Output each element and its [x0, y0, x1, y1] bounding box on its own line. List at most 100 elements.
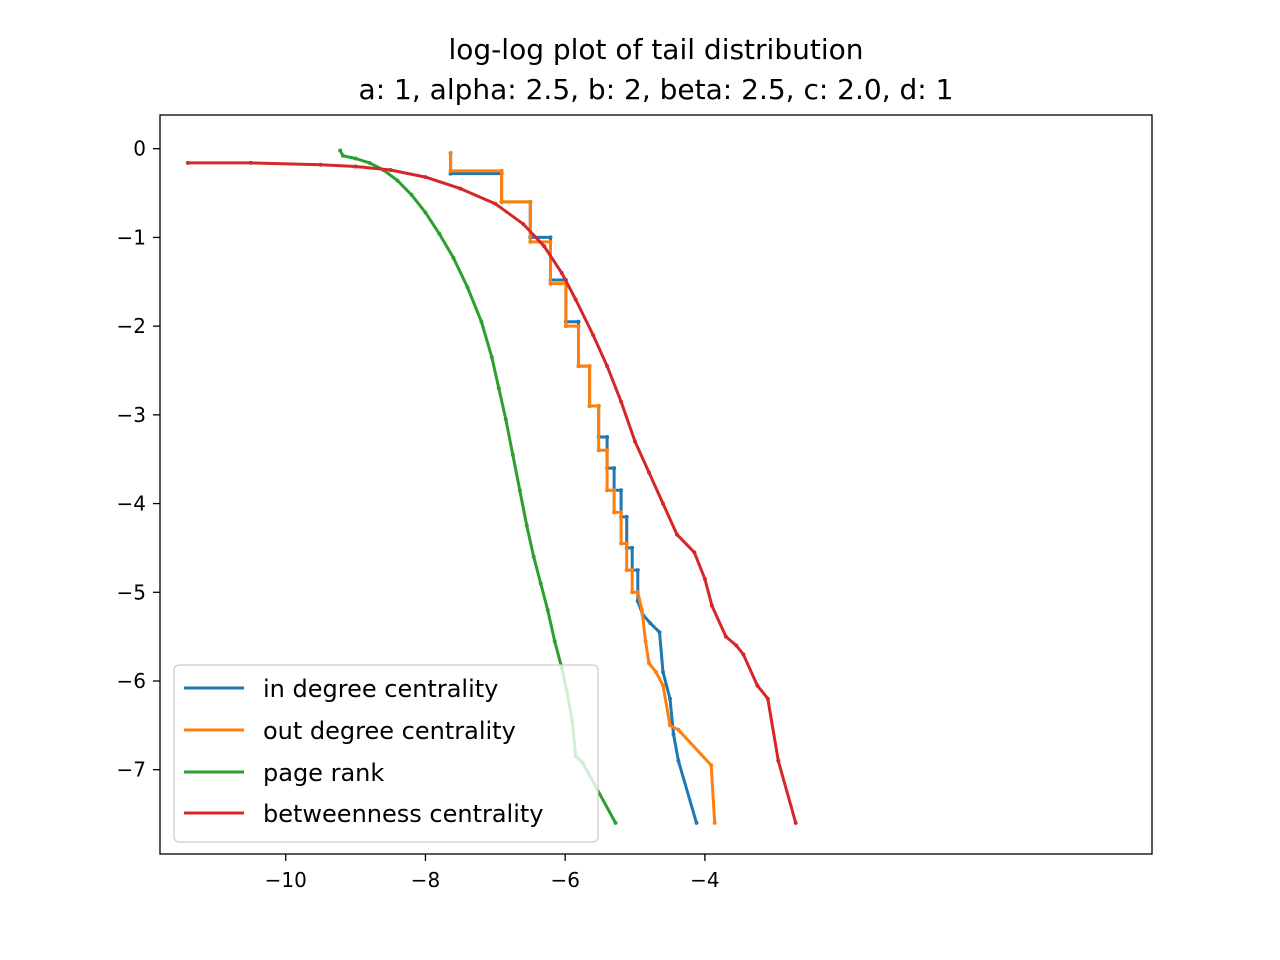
data-point-page-rank: [367, 160, 372, 165]
data-point-betweenness-centrality: [248, 160, 253, 165]
data-point-page-rank: [451, 255, 456, 260]
data-point-page-rank: [517, 488, 522, 493]
data-point-betweenness-centrality: [493, 201, 498, 206]
data-point-betweenness-centrality: [423, 175, 428, 180]
chart-subtitle: a: 1, alpha: 2.5, b: 2, beta: 2.5, c: 2.…: [359, 73, 954, 106]
data-point-out-degree-centrality: [668, 723, 672, 728]
data-point-in-degree-centrality: [671, 732, 676, 737]
data-point-page-rank: [395, 178, 400, 183]
data-point-betweenness-centrality: [353, 164, 358, 169]
data-point-out-degree-centrality: [654, 670, 658, 675]
y-tick-label: −3: [117, 403, 146, 427]
legend-label-betweenness: betweenness centrality: [263, 800, 544, 828]
data-point-betweenness-centrality: [692, 550, 697, 555]
data-point-betweenness-centrality: [734, 643, 739, 648]
data-point-out-degree-centrality: [612, 510, 617, 515]
y-tick-label: −1: [117, 225, 146, 249]
data-point-betweenness-centrality: [605, 364, 610, 369]
data-point-out-degree-centrality: [712, 820, 717, 825]
data-point-betweenness-centrality: [388, 168, 393, 172]
data-point-betweenness-centrality: [559, 270, 564, 275]
data-point-page-rank: [524, 523, 529, 528]
data-point-betweenness-centrality: [647, 470, 651, 475]
legend-label-in-degree: in degree centrality: [263, 675, 498, 703]
data-point-out-degree-centrality: [563, 324, 568, 329]
data-point-out-degree-centrality: [596, 404, 601, 408]
data-point-in-degree-centrality: [605, 435, 610, 439]
data-point-betweenness-centrality: [573, 297, 578, 302]
legend: in degree centrality out degree centrali…: [173, 664, 599, 843]
data-point-out-degree-centrality: [640, 608, 644, 612]
data-point-out-degree-centrality: [587, 364, 592, 369]
data-point-out-degree-centrality: [528, 239, 533, 244]
y-tick-label: −7: [117, 758, 146, 782]
data-point-betweenness-centrality: [619, 399, 624, 404]
data-point-out-degree-centrality: [499, 168, 504, 173]
data-point-betweenness-centrality: [765, 696, 770, 701]
data-point-page-rank: [538, 581, 543, 586]
x-axis: −10 −8 −6 −4: [265, 854, 720, 892]
data-point-in-degree-centrality: [694, 820, 699, 825]
x-tick-label: −10: [265, 868, 307, 892]
data-point-page-rank: [341, 153, 345, 158]
data-point-page-rank: [552, 639, 557, 644]
y-tick-label: −5: [117, 580, 146, 604]
data-point-betweenness-centrality: [709, 603, 714, 608]
data-point-page-rank: [531, 554, 536, 559]
data-point-page-rank: [479, 319, 484, 324]
data-point-betweenness-centrality: [702, 577, 707, 581]
data-point-out-degree-centrality: [576, 364, 581, 369]
data-point-out-degree-centrality: [587, 404, 592, 408]
data-point-betweenness-centrality: [661, 501, 665, 506]
data-point-out-degree-centrality: [635, 590, 640, 595]
y-axis: 0 −1 −2 −3 −4 −5 −6 −7: [117, 137, 160, 782]
x-tick-label: −4: [690, 868, 719, 892]
legend-label-out-degree: out degree centrality: [263, 717, 516, 745]
data-point-betweenness-centrality: [318, 162, 323, 167]
data-point-betweenness-centrality: [542, 244, 547, 249]
legend-label-page-rank: page rank: [263, 759, 384, 787]
data-point-page-rank: [510, 452, 515, 457]
data-point-out-degree-centrality: [596, 448, 601, 453]
data-point-page-rank: [437, 231, 442, 236]
x-tick-label: −6: [550, 868, 579, 892]
data-point-betweenness-centrality: [521, 222, 526, 227]
data-point-in-degree-centrality: [648, 621, 653, 626]
data-point-betweenness-centrality: [633, 439, 637, 444]
data-point-page-rank: [503, 417, 508, 422]
data-point-out-degree-centrality: [624, 568, 629, 573]
data-point-out-degree-centrality: [643, 639, 648, 644]
data-point-in-degree-centrality: [661, 670, 665, 675]
data-point-in-degree-centrality: [630, 545, 635, 550]
data-point-in-degree-centrality: [624, 514, 629, 519]
data-point-betweenness-centrality: [185, 160, 190, 165]
data-point-out-degree-centrality: [661, 683, 665, 688]
data-point-page-rank: [423, 210, 428, 215]
series-line-in-degree-centrality: [449, 151, 698, 825]
data-point-out-degree-centrality: [709, 763, 714, 768]
data-point-out-degree-centrality: [676, 727, 681, 732]
data-point-out-degree-centrality: [548, 281, 553, 286]
data-point-in-degree-centrality: [612, 466, 617, 471]
data-point-in-degree-centrality: [676, 758, 681, 763]
data-point-in-degree-centrality: [619, 488, 624, 493]
data-point-in-degree-centrality: [576, 319, 581, 324]
data-point-in-degree-centrality: [668, 696, 672, 701]
data-point-out-degree-centrality: [647, 661, 651, 666]
data-point-out-degree-centrality: [548, 239, 553, 244]
data-point-page-rank: [338, 148, 343, 153]
data-point-out-degree-centrality: [448, 151, 453, 156]
data-point-out-degree-centrality: [576, 324, 581, 329]
data-point-betweenness-centrality: [741, 652, 746, 657]
data-point-out-degree-centrality: [605, 488, 610, 493]
data-point-out-degree-centrality: [499, 199, 504, 204]
data-point-page-rank: [545, 608, 550, 612]
data-point-betweenness-centrality: [776, 758, 781, 763]
data-point-in-degree-centrality: [548, 235, 553, 240]
data-point-out-degree-centrality: [619, 541, 624, 546]
data-point-betweenness-centrality: [591, 333, 596, 337]
data-point-in-degree-centrality: [635, 568, 640, 573]
y-tick-label: 0: [133, 137, 146, 161]
data-point-out-degree-centrality: [619, 510, 624, 515]
